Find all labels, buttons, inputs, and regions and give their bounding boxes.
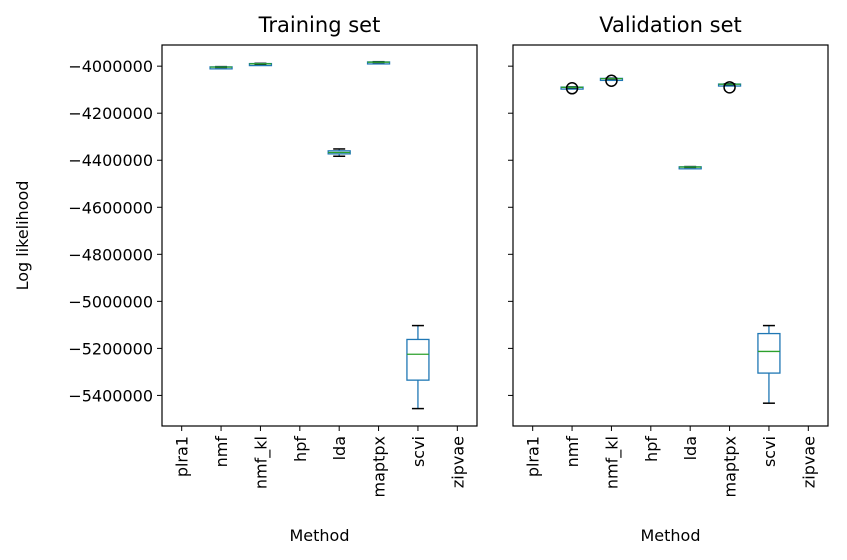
outlier-point [723, 81, 736, 94]
x-axis-label: Method [289, 526, 349, 545]
box-nmf-kl [599, 74, 624, 87]
box-nmf [209, 65, 233, 70]
x-tick-label-maptpx: maptpx [370, 436, 389, 497]
box-body [757, 332, 781, 374]
x-tick-label-nmf-kl: nmf_kl [251, 436, 271, 489]
x-tick-label-maptpx: maptpx [721, 436, 740, 497]
y-tick-label: −4600000 [68, 198, 153, 217]
validation-set-panel: Validation set plra1 nmf nmf_kl hpf lda maptpx… [508, 13, 829, 545]
box-lda [678, 165, 702, 170]
chart-title: Validation set [599, 13, 741, 37]
box-lda [327, 148, 351, 157]
x-tick-label-zipvae: zipvae [799, 436, 818, 488]
y-tick-label: −5000000 [68, 292, 153, 311]
x-tick-label-nmf: nmf [563, 436, 582, 468]
x-axis-label: Method [640, 526, 700, 545]
x-tick-label-nmf: nmf [212, 436, 231, 468]
x-tick-label-scvi: scvi [760, 436, 779, 467]
training-set-panel: Training set −4000000 −4200000 −4400000 −460… [13, 13, 478, 545]
y-tick-label: −5200000 [68, 339, 153, 358]
axes-frame [161, 44, 478, 427]
y-tick-label: −4400000 [68, 151, 153, 170]
x-tick-label-lda: lda [681, 436, 700, 460]
x-tick-label-hpf: hpf [642, 436, 661, 462]
box-scvi [406, 324, 430, 410]
x-tick-label-plra1: plra1 [524, 436, 543, 477]
chart-title: Training set [258, 13, 381, 37]
x-tick-label-scvi: scvi [409, 436, 428, 467]
box-scvi [757, 324, 781, 404]
outlier-point [605, 74, 618, 87]
x-tick-label-nmf-kl: nmf_kl [602, 436, 622, 489]
box-body [406, 338, 430, 381]
y-tick-label: −4800000 [68, 245, 153, 264]
box-nmf [560, 82, 584, 95]
axes-frame [512, 44, 829, 427]
x-tick-label-zipvae: zipvae [448, 436, 467, 488]
box-nmf-kl [248, 62, 273, 67]
y-axis-label: Log likelihood [13, 181, 32, 291]
y-tick-label: −4000000 [68, 57, 153, 76]
box-maptpx [366, 60, 391, 65]
outlier-point [565, 82, 579, 95]
y-tick-label: −5400000 [68, 386, 153, 405]
x-tick-label-lda: lda [330, 436, 349, 460]
y-tick-label: −4200000 [68, 104, 153, 123]
box-maptpx [717, 81, 742, 94]
x-tick-label-plra1: plra1 [173, 436, 192, 477]
x-tick-label-hpf: hpf [291, 436, 310, 462]
